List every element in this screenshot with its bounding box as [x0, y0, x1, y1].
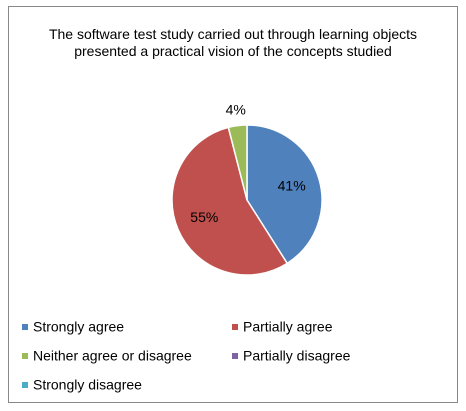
data-label: 41%: [278, 178, 306, 194]
data-label: 4%: [226, 101, 246, 117]
legend-marker: [232, 353, 238, 359]
legend-label: Strongly disagree: [33, 377, 142, 393]
legend-marker: [22, 324, 28, 330]
legend-label: Strongly agree: [33, 319, 124, 335]
data-label: 55%: [190, 209, 218, 225]
chart-frame: [8, 6, 458, 403]
legend-label: Partially agree: [243, 319, 333, 335]
pie-slice: [171, 126, 289, 276]
legend-marker: [232, 324, 238, 330]
pie-slice: [227, 124, 248, 201]
chart-title: The software test study carried out thro…: [48, 26, 418, 59]
legend-marker: [22, 353, 28, 359]
legend-label: Neither agree or disagree: [33, 348, 192, 364]
legend-label: Partially disagree: [243, 348, 351, 364]
legend-marker: [22, 382, 28, 388]
